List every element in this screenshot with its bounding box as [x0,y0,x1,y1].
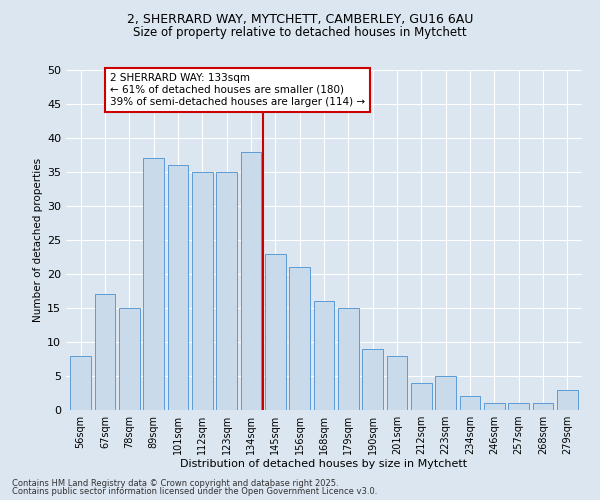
Bar [192,172,212,410]
Bar [508,403,529,410]
Bar [362,349,383,410]
Bar [436,376,456,410]
Bar [241,152,262,410]
Text: 2 SHERRARD WAY: 133sqm
← 61% of detached houses are smaller (180)
39% of semi-de: 2 SHERRARD WAY: 133sqm ← 61% of detached… [110,74,365,106]
Text: Size of property relative to detached houses in Mytchett: Size of property relative to detached ho… [133,26,467,39]
Bar [557,390,578,410]
Text: 2, SHERRARD WAY, MYTCHETT, CAMBERLEY, GU16 6AU: 2, SHERRARD WAY, MYTCHETT, CAMBERLEY, GU… [127,12,473,26]
Bar [119,308,140,410]
Bar [70,356,91,410]
Bar [460,396,481,410]
Bar [289,267,310,410]
Y-axis label: Number of detached properties: Number of detached properties [33,158,43,322]
Bar [533,403,553,410]
Bar [386,356,407,410]
Bar [265,254,286,410]
Bar [95,294,115,410]
Text: Contains public sector information licensed under the Open Government Licence v3: Contains public sector information licen… [12,487,377,496]
Bar [411,383,432,410]
X-axis label: Distribution of detached houses by size in Mytchett: Distribution of detached houses by size … [181,458,467,468]
Bar [338,308,359,410]
Bar [484,403,505,410]
Text: Contains HM Land Registry data © Crown copyright and database right 2025.: Contains HM Land Registry data © Crown c… [12,478,338,488]
Bar [314,301,334,410]
Bar [216,172,237,410]
Bar [143,158,164,410]
Bar [167,165,188,410]
